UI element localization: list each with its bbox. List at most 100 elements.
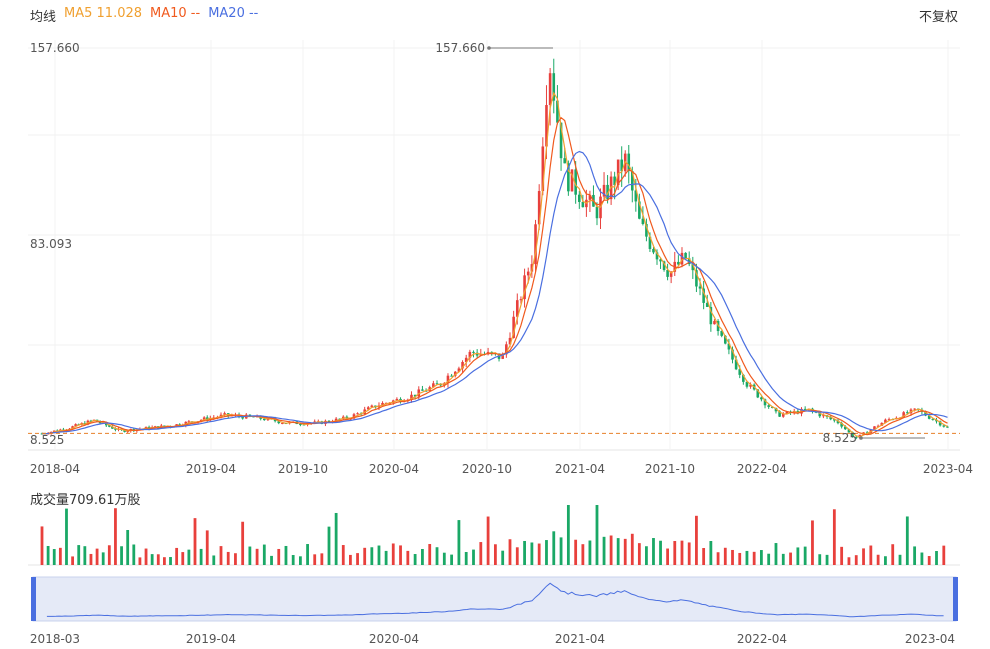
volume-bar bbox=[421, 548, 424, 565]
legend-ma5[interactable]: MA5 11.028 bbox=[64, 6, 143, 21]
legend-title: 均线 bbox=[30, 10, 57, 25]
candle bbox=[395, 398, 399, 401]
volume-bar bbox=[508, 539, 512, 565]
volume-bar bbox=[262, 544, 266, 565]
candle bbox=[938, 421, 942, 426]
navigator-x-label: 2018-03 bbox=[30, 632, 80, 646]
volume-bar bbox=[702, 548, 706, 565]
candle bbox=[695, 270, 698, 287]
candle bbox=[620, 159, 623, 172]
x-tick-label: 2020-04 bbox=[369, 462, 419, 476]
volume-bar bbox=[464, 551, 468, 565]
candle bbox=[567, 163, 570, 192]
candle bbox=[187, 421, 191, 423]
candle bbox=[843, 426, 847, 430]
volume-bar bbox=[687, 542, 691, 565]
volume-bar bbox=[935, 551, 938, 565]
volume-bar bbox=[847, 557, 851, 565]
volume-bar bbox=[83, 546, 87, 565]
volume-bar bbox=[46, 545, 50, 565]
candle bbox=[501, 354, 504, 359]
candle bbox=[570, 169, 574, 192]
legend-ma20[interactable]: MA20 -- bbox=[208, 6, 259, 21]
volume-bar bbox=[299, 556, 302, 565]
candle bbox=[884, 419, 887, 423]
volume-title: 成交量709.61万股 bbox=[30, 493, 141, 508]
candle bbox=[534, 224, 537, 265]
volume-bar bbox=[107, 545, 111, 565]
candle bbox=[742, 374, 745, 382]
candle bbox=[705, 302, 709, 307]
candle bbox=[606, 184, 609, 200]
volume-bar bbox=[77, 545, 81, 565]
candle bbox=[745, 381, 749, 387]
volume-bar bbox=[652, 538, 655, 565]
volume-bar bbox=[673, 541, 677, 565]
candle bbox=[74, 424, 77, 427]
volume-bar bbox=[40, 526, 44, 565]
volume-bar bbox=[199, 548, 203, 565]
volume-bar bbox=[832, 509, 836, 565]
candle bbox=[537, 191, 541, 225]
candle bbox=[781, 413, 785, 417]
volume-bar bbox=[840, 546, 844, 565]
volume-bar bbox=[752, 551, 756, 565]
candle bbox=[381, 402, 384, 406]
legend-ma10[interactable]: MA10 -- bbox=[150, 6, 201, 21]
volume-bar bbox=[552, 531, 556, 565]
candle bbox=[749, 384, 752, 387]
volume-bar bbox=[695, 515, 698, 565]
volume-bar bbox=[241, 521, 245, 565]
candle bbox=[778, 411, 781, 417]
candle bbox=[464, 357, 468, 362]
volume-bar bbox=[767, 553, 771, 565]
volume-bar bbox=[234, 553, 237, 565]
volume-bar bbox=[854, 555, 858, 565]
volume-bar bbox=[95, 548, 99, 565]
adjust-button[interactable]: 不复权 bbox=[918, 10, 958, 25]
volume-bar bbox=[545, 540, 548, 565]
volume-bar bbox=[789, 552, 792, 565]
volume-bar bbox=[774, 543, 778, 565]
candle bbox=[627, 153, 631, 172]
volume-bar bbox=[450, 554, 454, 565]
candle bbox=[822, 415, 825, 417]
volume-bar bbox=[869, 545, 873, 565]
volume-bar bbox=[811, 520, 814, 565]
candle bbox=[931, 418, 935, 420]
candle bbox=[645, 223, 648, 237]
annotation-high-dot bbox=[487, 46, 491, 50]
candle bbox=[581, 201, 585, 208]
candle bbox=[545, 105, 548, 147]
volume-bar bbox=[501, 550, 505, 565]
candle bbox=[475, 352, 479, 356]
volume-bar bbox=[825, 554, 829, 565]
volume-bar bbox=[255, 548, 259, 565]
volume-bar bbox=[144, 548, 148, 565]
candle bbox=[902, 412, 905, 418]
annotation-low-dot bbox=[859, 436, 863, 440]
volume-bars bbox=[40, 505, 946, 565]
volume-bar bbox=[566, 505, 570, 565]
candle bbox=[684, 252, 687, 259]
candle bbox=[652, 248, 655, 253]
candle bbox=[508, 337, 512, 345]
volume-bar bbox=[616, 538, 620, 565]
candle bbox=[851, 432, 854, 438]
candle bbox=[616, 159, 620, 186]
volume-bar bbox=[320, 553, 324, 565]
volume-bar bbox=[723, 547, 727, 565]
candle bbox=[887, 419, 891, 421]
y-tick-label: 157.660 bbox=[30, 41, 80, 55]
candle bbox=[281, 423, 284, 425]
volume-bar bbox=[327, 526, 331, 565]
volume-bar bbox=[457, 520, 461, 565]
volume-bar bbox=[181, 552, 185, 565]
candle bbox=[446, 375, 450, 384]
navigator: 2018-03 2019-04 2020-04 2021-04 2022-04 2023-… bbox=[30, 576, 958, 646]
volume-bar bbox=[399, 545, 402, 565]
candle bbox=[648, 236, 652, 249]
candle bbox=[613, 176, 616, 186]
volume-bar bbox=[609, 535, 613, 565]
